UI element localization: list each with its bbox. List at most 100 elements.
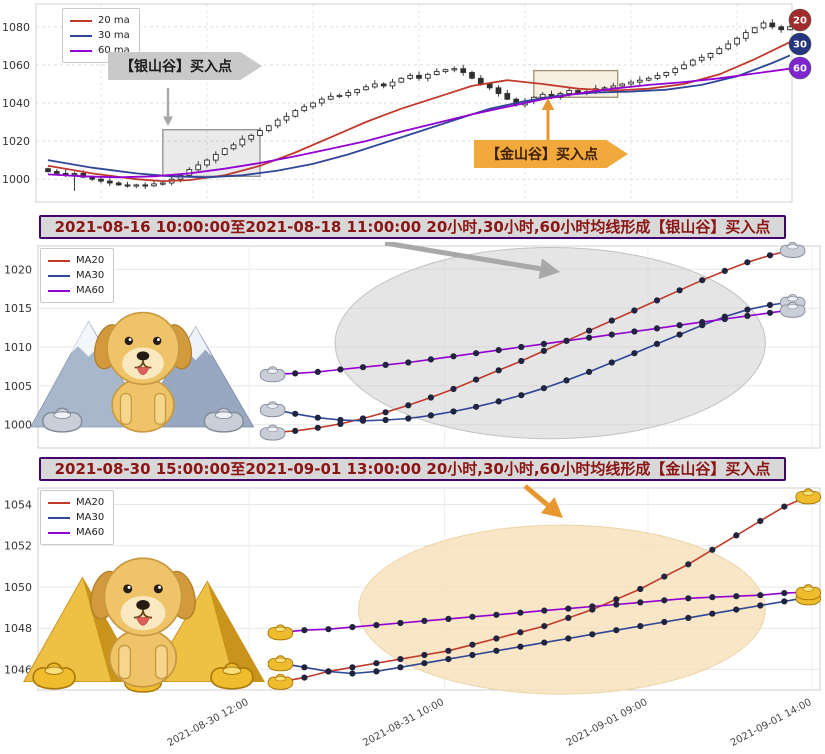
data-point [661,618,668,626]
ma60-line-swatch [48,289,70,292]
data-point [292,427,299,434]
legend-label: MA20 [76,255,105,266]
silver-chart-title: 2021-08-16 10:00:00至2021-08-18 11:00:00 … [38,215,787,239]
legend-item-ma20: MA20 [48,253,104,268]
ma-badge [788,8,812,32]
gold-valley-chart: 1046 1048 1050 1052 1054 2021-08-30 12:00 2021… [4,484,822,749]
legend-item-ma30: MA30 [48,510,104,525]
data-point [685,561,692,568]
data-point [631,328,638,335]
data-point [450,408,457,415]
data-point [349,670,356,677]
legend-item-ma30: MA30 [48,268,104,283]
data-point [445,615,452,622]
data-point [337,366,344,373]
data-point [473,376,480,383]
data-point [541,607,548,614]
y-tick-label: 1020 [4,263,32,276]
legend-gold: MA20 MA30 MA60 [40,490,115,545]
data-point [518,392,525,399]
legend-label: 30 ma [98,30,130,41]
legend-label: 20 ma [98,15,130,26]
data-point [518,357,525,365]
silver-ingot-icon [779,301,806,318]
data-point [733,532,740,539]
data-point [565,635,572,642]
ma-line [47,67,791,179]
x-tick-label: 2021-09-01 09:00 [565,697,650,749]
data-point [397,664,404,671]
y-tick-label: 1080 [2,21,30,34]
data-point [744,306,751,313]
data-point [314,424,321,431]
data-point [757,592,764,599]
data-point [586,327,593,334]
data-point [301,664,308,671]
legend-label: MA20 [76,497,105,508]
data-point [766,309,774,316]
y-tick-label: 1054 [4,499,32,512]
data-point [563,337,570,344]
data-point [359,364,367,371]
legend-label: 60 ma [98,45,130,56]
ma30-line-swatch [48,516,70,519]
legend-item-60ma: 60 ma [70,43,130,58]
data-point [349,664,356,671]
data-point [325,626,332,633]
data-point [613,627,620,634]
data-point [676,287,683,294]
data-point [608,331,615,338]
data-point [517,609,524,616]
data-point [540,385,548,392]
data-point [709,594,716,601]
data-point [781,590,788,597]
ma-line [47,41,791,183]
data-point [653,340,661,347]
data-point [301,627,308,634]
data-point [517,629,524,636]
data-point [473,350,480,357]
y-tick-label: 1040 [2,97,30,110]
silver-valley-chart: 1000 1005 1010 1015 1020 [4,242,821,449]
data-point [493,635,500,642]
data-point [427,394,434,401]
data-point [373,660,380,667]
data-point [382,361,389,368]
ma30-line-swatch [48,274,70,277]
data-point [608,359,615,366]
legend-item-ma60: MA60 [48,283,104,298]
data-point [373,668,380,675]
data-point [473,403,480,410]
data-point [637,623,644,630]
ma20-line-swatch [48,501,70,504]
data-point [518,343,525,351]
data-point [608,317,615,324]
gold-chart-title: 2021-08-30 15:00:00至2021-09-01 13:00:00 … [38,457,787,481]
legend-item-30ma: 30 ma [70,28,130,43]
data-point [359,417,367,424]
data-point [314,368,321,375]
data-point [661,597,668,604]
data-point [421,617,428,624]
data-point [757,602,764,609]
ma-line [272,301,793,422]
data-point [469,641,476,648]
data-point [721,315,728,323]
data-point [589,631,596,638]
data-point [450,353,457,360]
y-tick-label: 1010 [4,341,32,354]
data-point [709,610,716,617]
data-point [637,599,644,606]
data-point [292,410,299,417]
x-tick-label: 2021-08-30 12:00 [166,697,251,749]
ma-badge [788,56,812,80]
y-tick-label: 1015 [4,302,32,315]
data-point [733,593,740,600]
ma60-line-swatch [48,531,70,534]
data-point [445,647,452,654]
data-point [427,412,434,419]
data-point [744,312,751,319]
legend-silver: MA20 MA30 MA60 [40,248,115,303]
legend-label: MA30 [76,270,105,281]
data-point [586,368,593,375]
